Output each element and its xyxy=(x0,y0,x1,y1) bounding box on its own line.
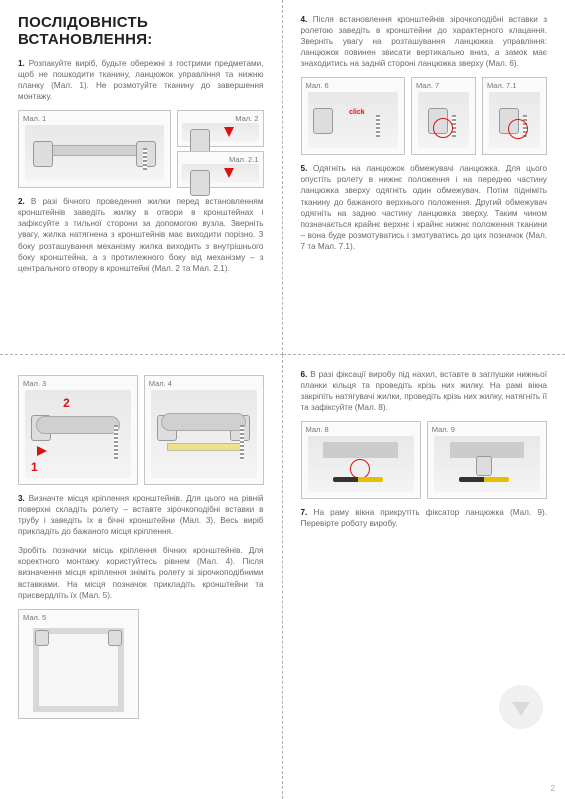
figure-2: Мал. 2 xyxy=(177,110,263,147)
step-7-text: 7. На раму вікна прикрутіть фіксатор лан… xyxy=(301,507,548,529)
step-2-body: В разі бічного проведення жилки перед вс… xyxy=(18,197,264,272)
figure-3: Мал. 3 1 2 xyxy=(18,375,138,485)
figure-2-1-label: Мал. 2.1 xyxy=(229,155,258,164)
figure-4: Мал. 4 xyxy=(144,375,264,485)
figure-1-diagram xyxy=(25,125,164,181)
step-6-text: 6. В разі фіксації виробу під нахил, вст… xyxy=(301,369,548,413)
step-3-body: Визначте місця кріплення кронштейнів. Дл… xyxy=(18,494,264,536)
figure-2-1: Мал. 2.1 xyxy=(177,151,263,188)
figure-3-label: Мал. 3 xyxy=(23,379,46,388)
quadrant-bottom-left: Мал. 3 1 2 Мал. 4 xyxy=(0,355,283,799)
step-5-text: 5. Одягніть на ланцюжок обмежувачі ланцю… xyxy=(301,163,548,252)
step-7-body: На раму вікна прикрутіть фіксатор ланцюж… xyxy=(301,508,547,528)
figure-5-frame xyxy=(33,628,124,712)
figure-1: Мал. 1 xyxy=(18,110,171,188)
figure-1-label: Мал. 1 xyxy=(23,114,46,123)
figure-9-label: Мал. 9 xyxy=(432,425,455,434)
fig-row-4: Мал. 6 click Мал. 7 Мал. 7.1 xyxy=(301,77,548,155)
step-5-num: 5. xyxy=(301,164,308,173)
step-3-text: 3. Визначте місця кріплення кронштейнів.… xyxy=(18,493,264,537)
step-4-body: Після встановлення кронштейнів зірочкопо… xyxy=(301,15,548,68)
quadrant-bottom-right: 6. В разі фіксації виробу під нахил, вст… xyxy=(283,355,565,799)
step-1-body: Розпакуйте виріб, будьте обережні з гост… xyxy=(18,59,264,101)
fig-row-5: Мал. 5 xyxy=(18,609,264,719)
figure-6-label: Мал. 6 xyxy=(306,81,329,90)
figure-8: Мал. 8 xyxy=(301,421,421,499)
step-3b-text: Зробіть позначки місць кріплення бічних … xyxy=(18,545,264,600)
step-3-num: 3. xyxy=(18,494,25,503)
figure-7-1: Мал. 7.1 xyxy=(482,77,547,155)
page-title: ПОСЛІДОВНІСТЬ ВСТАНОВЛЕННЯ: xyxy=(18,14,264,48)
figure-5-spacer xyxy=(145,609,264,719)
figure-5: Мал. 5 xyxy=(18,609,139,719)
figure-5-label: Мал. 5 xyxy=(23,613,46,622)
figure-7-1-label: Мал. 7.1 xyxy=(487,81,516,90)
figure-2-label: Мал. 2 xyxy=(235,114,258,123)
quadrant-top-left: ПОСЛІДОВНІСТЬ ВСТАНОВЛЕННЯ: 1. Розпакуйт… xyxy=(0,0,283,355)
step-1-text: 1. Розпакуйте виріб, будьте обережні з г… xyxy=(18,58,264,102)
figure-8-label: Мал. 8 xyxy=(306,425,329,434)
step-5-body: Одягніть на ланцюжок обмежувачі ланцюжка… xyxy=(301,164,548,250)
step-6-num: 6. xyxy=(301,370,308,379)
fig-row-3: Мал. 3 1 2 Мал. 4 xyxy=(18,375,264,485)
click-label: click xyxy=(349,109,365,116)
figure-4-label: Мал. 4 xyxy=(149,379,172,388)
figure-2-stack: Мал. 2 Мал. 2.1 xyxy=(177,110,263,188)
fig-row-1: Мал. 1 Мал. 2 Мал. 2.1 xyxy=(18,110,264,188)
step-1-num: 1. xyxy=(18,59,25,68)
quadrant-top-right: 4. Після встановлення кронштейнів зірочк… xyxy=(283,0,565,355)
instruction-page: ПОСЛІДОВНІСТЬ ВСТАНОВЛЕННЯ: 1. Розпакуйт… xyxy=(0,0,565,799)
step-3b-body: Зробіть позначки місць кріплення бічних … xyxy=(18,546,264,599)
fig-row-6: Мал. 8 Мал. 9 xyxy=(301,421,548,499)
figure-7-label: Мал. 7 xyxy=(416,81,439,90)
step-6-body: В разі фіксації виробу під нахил, вставт… xyxy=(301,370,548,412)
figure-7: Мал. 7 xyxy=(411,77,476,155)
step-2-num: 2. xyxy=(18,197,25,206)
step-7-num: 7. xyxy=(301,508,308,517)
step-4-num: 4. xyxy=(301,15,308,24)
figure-9: Мал. 9 xyxy=(427,421,547,499)
step-2-text: 2. В разі бічного проведення жилки перед… xyxy=(18,196,264,273)
page-number: 2 xyxy=(551,784,555,793)
watermark-icon xyxy=(499,685,543,729)
figure-6: Мал. 6 click xyxy=(301,77,405,155)
step-4-text: 4. Після встановлення кронштейнів зірочк… xyxy=(301,14,548,69)
